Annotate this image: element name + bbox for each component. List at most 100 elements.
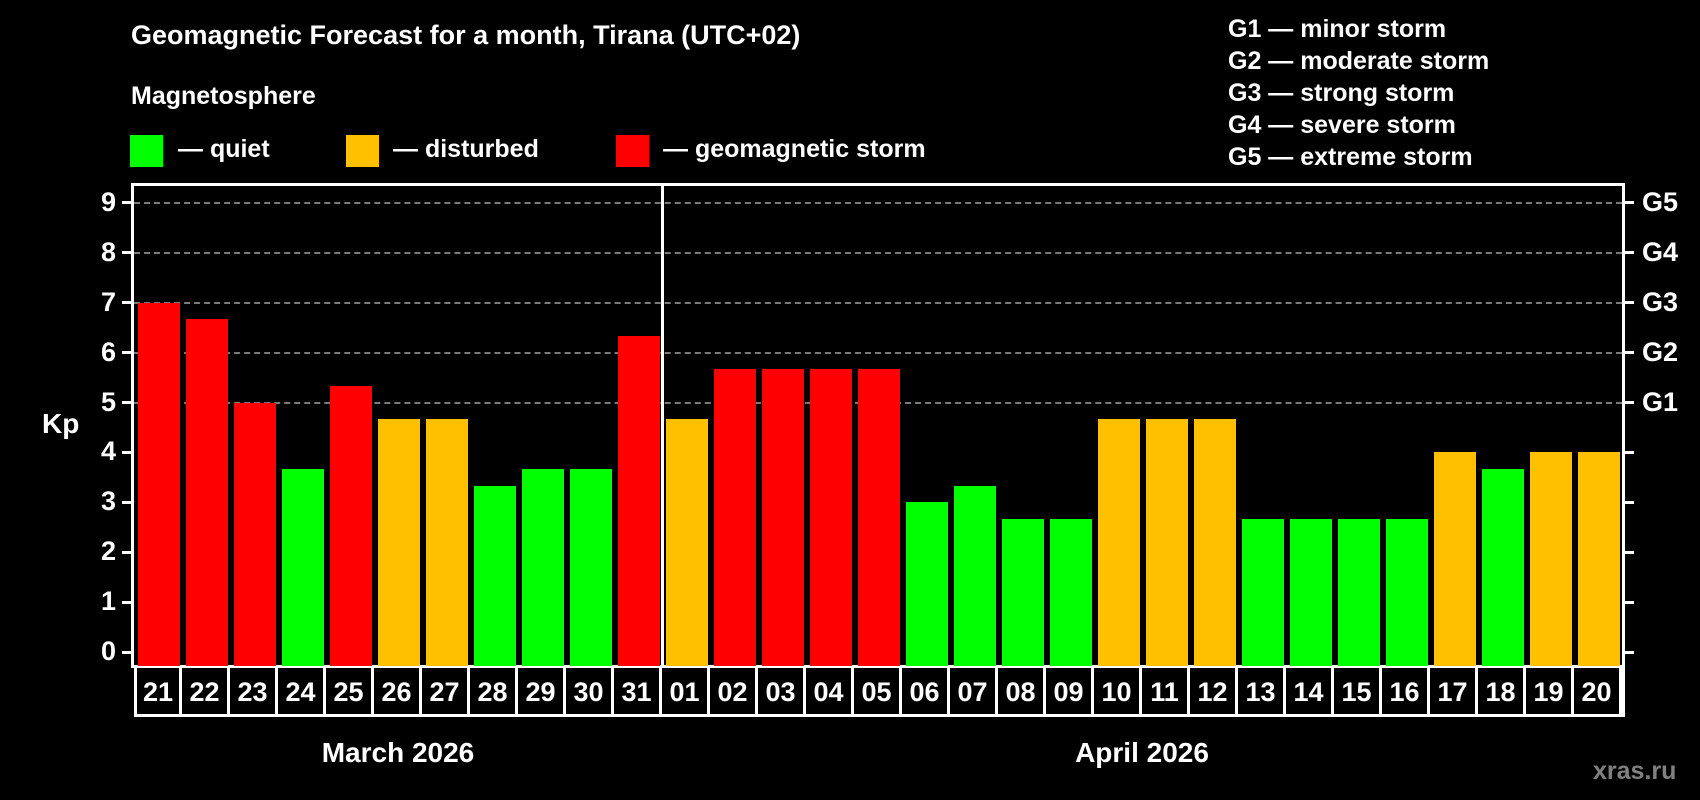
- y-tick: [122, 301, 131, 305]
- storm-scale-g2: G2 — moderate storm: [1228, 47, 1490, 75]
- day-label: 30: [566, 666, 614, 717]
- quiet-swatch: [130, 135, 163, 167]
- kp-bar-disturbed: [1578, 452, 1620, 666]
- month-divider: [660, 183, 664, 668]
- day-label: 26: [374, 666, 422, 717]
- kp-bar-disturbed: [426, 418, 468, 666]
- kp-bar-disturbed: [1194, 418, 1236, 666]
- storm-scale-g4: G4 — severe storm: [1228, 111, 1456, 139]
- day-label: 21: [134, 666, 182, 717]
- g-scale-label: G5: [1642, 186, 1679, 217]
- day-label: 17: [1430, 666, 1478, 717]
- day-label: 29: [518, 666, 566, 717]
- kp-bar-quiet: [1050, 518, 1092, 666]
- kp-bar-quiet: [1002, 518, 1044, 666]
- day-label: 18: [1478, 666, 1526, 717]
- kp-bar-quiet: [1290, 518, 1332, 666]
- kp-bar-quiet: [1338, 518, 1380, 666]
- kp-bar-storm: [810, 369, 852, 666]
- y-tick: [122, 251, 131, 255]
- kp-bar-disturbed: [1098, 418, 1140, 666]
- kp-bar-storm: [714, 369, 756, 666]
- day-label: 10: [1094, 666, 1142, 717]
- y-tick: [122, 600, 131, 604]
- y-tick-label: 0: [100, 636, 116, 666]
- day-label: 31: [614, 666, 662, 717]
- right-tick: [1625, 201, 1634, 205]
- kp-bar-disturbed: [666, 418, 708, 666]
- day-label: 19: [1526, 666, 1574, 717]
- watermark: xras.ru: [1593, 757, 1677, 785]
- y-tick: [122, 550, 131, 554]
- month-label: March 2026: [321, 737, 475, 768]
- day-label: 07: [950, 666, 998, 717]
- storm-scale-legend: G1 — minor storm G2 — moderate storm G3 …: [1228, 13, 1489, 173]
- gridline: [134, 301, 1622, 304]
- right-tick: [1625, 301, 1634, 305]
- right-tick: [1625, 600, 1634, 604]
- day-label: 14: [1286, 666, 1334, 717]
- y-tick-label: 5: [100, 386, 116, 417]
- day-label: 12: [1190, 666, 1238, 717]
- plot-frame: [131, 183, 1625, 668]
- kp-bar-disturbed: [1434, 452, 1476, 666]
- kp-bar-storm: [234, 402, 276, 666]
- storm-swatch: [616, 135, 649, 167]
- right-tick: [1625, 251, 1634, 255]
- g-scale-label: G4: [1642, 236, 1679, 267]
- y-tick: [122, 500, 131, 504]
- kp-bar-quiet: [282, 468, 324, 666]
- day-label: 23: [230, 666, 278, 717]
- day-label: 02: [710, 666, 758, 717]
- g-scale-label: G3: [1642, 286, 1679, 317]
- day-label: 09: [1046, 666, 1094, 717]
- right-tick: [1625, 351, 1634, 355]
- day-label: 22: [182, 666, 230, 717]
- kp-bar-storm: [618, 336, 660, 666]
- kp-bar-disturbed: [1530, 452, 1572, 666]
- y-tick-label: 7: [100, 286, 116, 317]
- kp-bar-disturbed: [1146, 418, 1188, 666]
- day-label: 24: [278, 666, 326, 717]
- quiet-legend-label: — quiet: [178, 135, 270, 163]
- day-label: 15: [1334, 666, 1382, 717]
- kp-bar-quiet: [570, 468, 612, 666]
- y-tick-label: 6: [100, 336, 116, 367]
- day-label: 11: [1142, 666, 1190, 717]
- month-label: April 2026: [1075, 737, 1209, 768]
- storm-scale-g1: G1 — minor storm: [1228, 15, 1447, 43]
- chart-title: Geomagnetic Forecast for a month, Tirana…: [131, 20, 801, 50]
- kp-bar-storm: [186, 319, 228, 666]
- right-tick: [1625, 650, 1634, 654]
- kp-bar-storm: [138, 302, 180, 666]
- right-tick: [1625, 450, 1634, 454]
- kp-bar-storm: [762, 369, 804, 666]
- day-label: 16: [1382, 666, 1430, 717]
- day-label: 08: [998, 666, 1046, 717]
- kp-bar-storm: [858, 369, 900, 666]
- g-scale-label: G1: [1642, 386, 1679, 417]
- gridline: [134, 201, 1622, 204]
- gridline: [134, 251, 1622, 254]
- day-label: 20: [1574, 666, 1622, 717]
- g-scale-label: G2: [1642, 336, 1679, 367]
- right-tick: [1625, 550, 1634, 554]
- y-tick-label: 8: [100, 236, 116, 267]
- day-label: 25: [326, 666, 374, 717]
- y-tick: [122, 401, 131, 404]
- y-tick: [122, 351, 131, 355]
- disturbed-legend-label: — disturbed: [393, 135, 539, 163]
- kp-bar-quiet: [522, 468, 564, 666]
- storm-scale-g3: G3 — strong storm: [1228, 79, 1455, 107]
- day-label: 28: [470, 666, 518, 717]
- y-tick: [122, 450, 131, 454]
- y-tick: [122, 201, 131, 205]
- y-tick-label: 9: [100, 186, 116, 217]
- storm-scale-g5: G5 — extreme storm: [1228, 143, 1473, 171]
- y-axis-label: Kp: [42, 408, 80, 439]
- kp-bar-disturbed: [378, 418, 420, 666]
- disturbed-swatch: [346, 135, 379, 167]
- y-tick-label: 3: [100, 486, 116, 517]
- y-tick-label: 4: [100, 436, 116, 467]
- y-tick-label: 2: [100, 536, 116, 567]
